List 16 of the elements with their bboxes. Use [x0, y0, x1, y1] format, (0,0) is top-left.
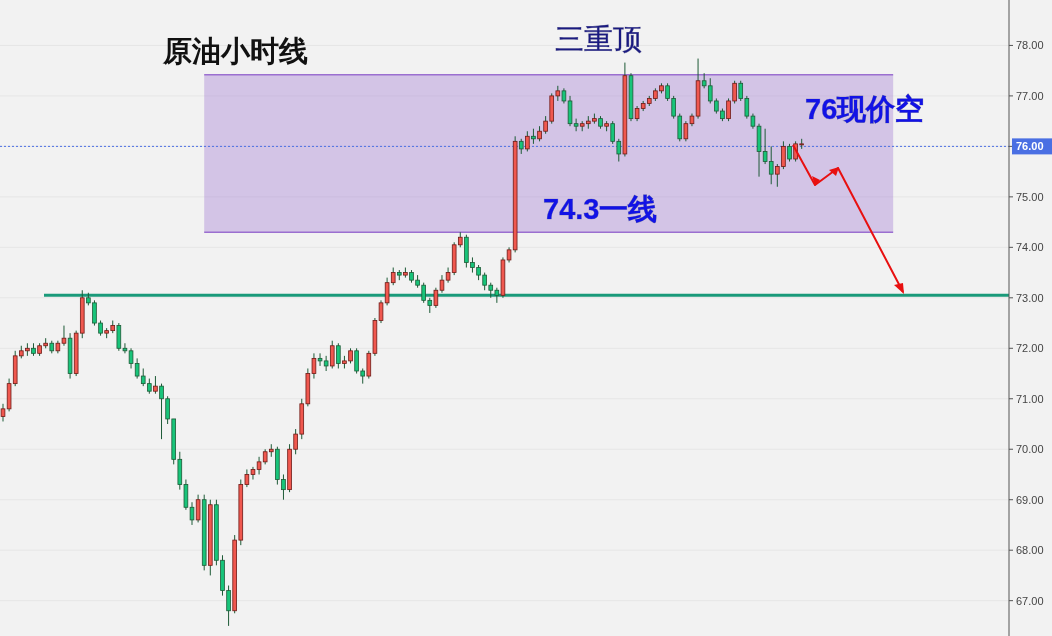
annotation: 三重顶: [555, 22, 642, 56]
annotation: 76现价空: [805, 93, 925, 125]
y-tick-label: 71.00: [1016, 392, 1044, 405]
y-tick-label: 72.00: [1016, 342, 1044, 355]
y-tick-label: 76.00: [1016, 140, 1044, 153]
annotation: 74.3一线: [543, 193, 658, 225]
y-tick-label: 74.00: [1016, 241, 1044, 254]
y-tick-label: 68.00: [1016, 544, 1044, 557]
y-tick-label: 77.00: [1016, 89, 1044, 102]
y-tick-label: 67.00: [1016, 594, 1044, 607]
y-tick-label: 73.00: [1016, 291, 1044, 304]
y-tick-label: 78.00: [1016, 39, 1044, 52]
text: 原油小时线: [162, 34, 308, 68]
y-tick-label: 70.00: [1016, 443, 1044, 456]
y-tick-label: 75.00: [1016, 190, 1044, 203]
y-tick-label: 69.00: [1016, 493, 1044, 506]
